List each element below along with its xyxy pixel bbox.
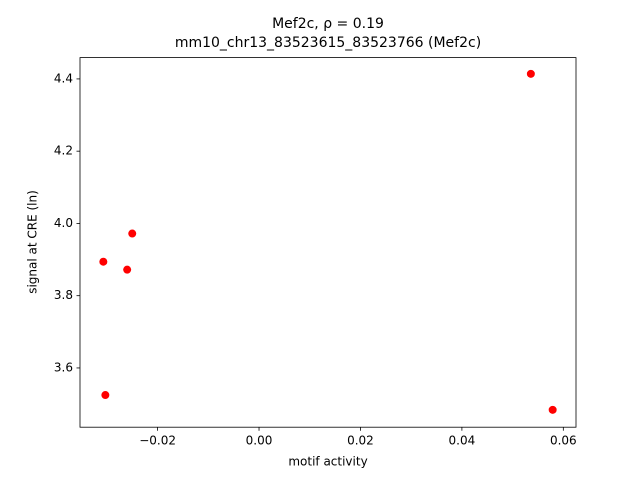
x-tick-label: −0.02 — [139, 434, 176, 448]
y-tick-label: 4.4 — [54, 71, 73, 85]
x-axis-label: motif activity — [288, 455, 367, 469]
y-axis-label: signal at CRE (ln) — [26, 190, 40, 294]
x-tick-label: 0.06 — [550, 434, 577, 448]
y-tick-label: 4.2 — [54, 144, 73, 158]
point — [548, 405, 557, 414]
x-tick-label: 0.04 — [449, 434, 476, 448]
chart-title: Mef2c, ρ = 0.19 — [272, 16, 384, 32]
x-tick-label: 0.02 — [347, 434, 374, 448]
plot-frame — [79, 57, 577, 428]
point — [123, 265, 132, 274]
y-tick-label: 4.0 — [54, 216, 73, 230]
y-tick-label: 3.6 — [54, 360, 73, 374]
point — [128, 229, 137, 238]
y-tick-label: 3.8 — [54, 288, 73, 302]
x-tick-label: 0.00 — [246, 434, 273, 448]
point — [526, 69, 535, 78]
chart-subtitle: mm10_chr13_83523615_83523766 (Mef2c) — [175, 35, 481, 51]
point — [101, 391, 110, 400]
point — [99, 257, 108, 266]
